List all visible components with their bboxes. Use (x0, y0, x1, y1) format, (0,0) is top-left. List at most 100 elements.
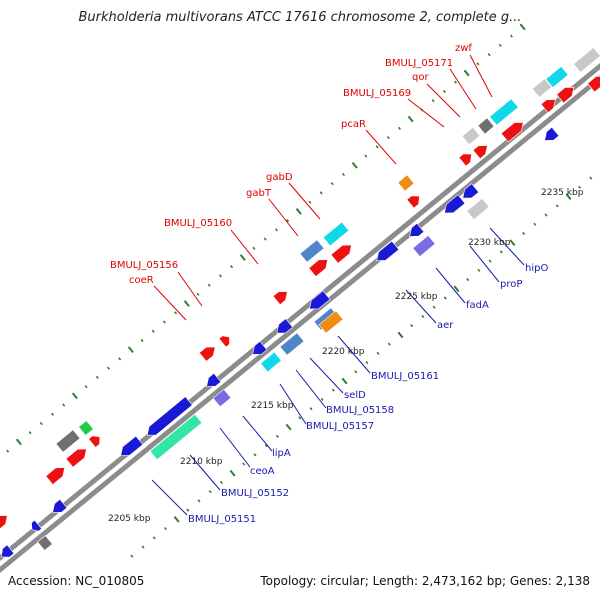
gene-feature[interactable] (544, 126, 560, 141)
outer-bottom-tick (376, 351, 380, 355)
outer-bottom-tick (173, 515, 180, 523)
outer-top-tick (519, 23, 526, 31)
gene-feature[interactable] (556, 86, 575, 104)
gene-feature[interactable] (444, 194, 466, 214)
outer-bottom-tick (298, 416, 302, 420)
gene-feature[interactable] (88, 435, 101, 448)
gene-feature[interactable] (531, 78, 553, 98)
gene-label-fadA[interactable]: fadA (466, 300, 489, 311)
gene-label-BMULJ_05160[interactable]: BMULJ_05160 (164, 218, 232, 229)
gene-feature[interactable] (260, 351, 282, 373)
gene-feature[interactable] (376, 240, 400, 261)
scale-label-2235: 2235 kbp (541, 188, 584, 198)
gene-feature[interactable] (322, 221, 350, 247)
label-leader-lines (151, 54, 525, 516)
gene-feature[interactable] (52, 498, 68, 513)
gene-feature[interactable] (477, 117, 495, 135)
gene-label-zwf[interactable]: zwf (455, 43, 472, 54)
gene-label-aer[interactable]: aer (437, 320, 454, 331)
gene-feature[interactable] (149, 413, 203, 461)
outer-top-tick (341, 172, 346, 177)
outer-top-tick (62, 403, 66, 407)
gene-label-hipO[interactable]: hipO (525, 263, 548, 274)
gene-label-qor[interactable]: qor (412, 72, 429, 83)
gene-label-ceoA[interactable]: ceoA (250, 466, 275, 477)
gene-feature[interactable] (279, 332, 305, 356)
gene-feature[interactable] (198, 346, 216, 362)
gene-label-gabD[interactable]: gabD (266, 172, 293, 183)
outer-bottom-tick (309, 407, 313, 411)
outer-top-tick (509, 34, 513, 38)
gene-feature[interactable] (472, 145, 488, 160)
gene-feature[interactable] (500, 122, 524, 143)
gene-feature[interactable] (65, 448, 87, 468)
outer-bottom-tick (141, 545, 145, 549)
gene-label-BMULJ_05171[interactable]: BMULJ_05171 (385, 58, 453, 69)
gene-label-BMULJ_05151[interactable]: BMULJ_05151 (188, 514, 256, 525)
gene-feature[interactable] (309, 290, 331, 310)
gene-label-lipA[interactable]: lipA (272, 448, 291, 459)
bottom-label-leader (242, 415, 273, 452)
gene-label-BMULJ_05158[interactable]: BMULJ_05158 (326, 405, 394, 416)
gene-feature[interactable] (462, 183, 480, 199)
top-label-leader (288, 182, 321, 220)
gene-feature[interactable] (252, 340, 268, 355)
gene-feature[interactable] (406, 195, 420, 209)
gene-label-BMULJ_05156[interactable]: BMULJ_05156 (110, 260, 178, 271)
outer-bottom-tick (365, 360, 369, 365)
gene-feature[interactable] (461, 126, 481, 146)
outer-bottom-tick (410, 324, 414, 328)
gene-label-pcaR[interactable]: pcaR (341, 119, 366, 130)
gene-feature[interactable] (330, 244, 352, 264)
outer-bottom-tick (186, 508, 190, 512)
gene-feature[interactable] (412, 234, 436, 258)
gene-label-BMULJ_05161[interactable]: BMULJ_05161 (371, 371, 439, 382)
gene-feature[interactable] (218, 335, 230, 348)
gene-feature[interactable] (540, 99, 556, 114)
gene-feature[interactable] (466, 197, 490, 221)
gene-feature[interactable] (206, 372, 222, 387)
outer-top-tick (174, 311, 178, 315)
gene-feature[interactable] (55, 429, 81, 453)
gene-feature[interactable] (318, 310, 344, 334)
gene-feature[interactable] (120, 435, 144, 456)
gene-feature[interactable] (272, 291, 288, 306)
gene-feature[interactable] (458, 153, 472, 167)
gene-feature[interactable] (0, 515, 8, 530)
gene-label-gabT[interactable]: gabT (246, 188, 272, 199)
gene-feature[interactable] (31, 519, 43, 532)
gene-feature[interactable] (146, 396, 193, 436)
gene-feature[interactable] (78, 420, 94, 436)
outer-bottom-tick (285, 423, 292, 431)
gene-feature[interactable] (573, 47, 600, 73)
gene-feature[interactable] (1, 544, 15, 558)
gene-feature[interactable] (545, 65, 569, 89)
gene-feature[interactable] (489, 98, 519, 126)
gene-label-BMULJ_05152[interactable]: BMULJ_05152 (221, 488, 289, 499)
outer-bottom-tick (499, 250, 503, 254)
outer-bottom-tick (253, 453, 257, 457)
gene-label-proP[interactable]: proP (500, 279, 522, 290)
gene-feature[interactable] (308, 259, 329, 278)
top-label-leader (230, 229, 259, 265)
gene-feature[interactable] (276, 318, 294, 334)
gene-label-selD[interactable]: selD (344, 390, 366, 401)
gene-label-coeR[interactable]: coeR (129, 275, 154, 286)
gene-feature[interactable] (299, 239, 325, 263)
outer-top-tick (218, 274, 222, 278)
bottom-gene-labels: BMULJ_05151 BMULJ_05152 ceoA lipA BMULJ_… (188, 263, 548, 525)
gene-feature[interactable] (212, 388, 232, 408)
gene-feature[interactable] (37, 535, 53, 551)
scale-label-2215: 2215 kbp (251, 401, 294, 411)
outer-bottom-tick (555, 204, 559, 208)
gene-label-BMULJ_05157[interactable]: BMULJ_05157 (306, 421, 374, 432)
outer-bottom-tick (544, 213, 548, 217)
gene-label-BMULJ_05169[interactable]: BMULJ_05169 (343, 88, 411, 99)
gene-feature[interactable] (587, 76, 600, 93)
gene-feature[interactable] (409, 222, 425, 237)
gene-feature[interactable] (397, 174, 415, 192)
gene-feature[interactable] (45, 467, 66, 486)
outer-bottom-tick (130, 554, 134, 558)
